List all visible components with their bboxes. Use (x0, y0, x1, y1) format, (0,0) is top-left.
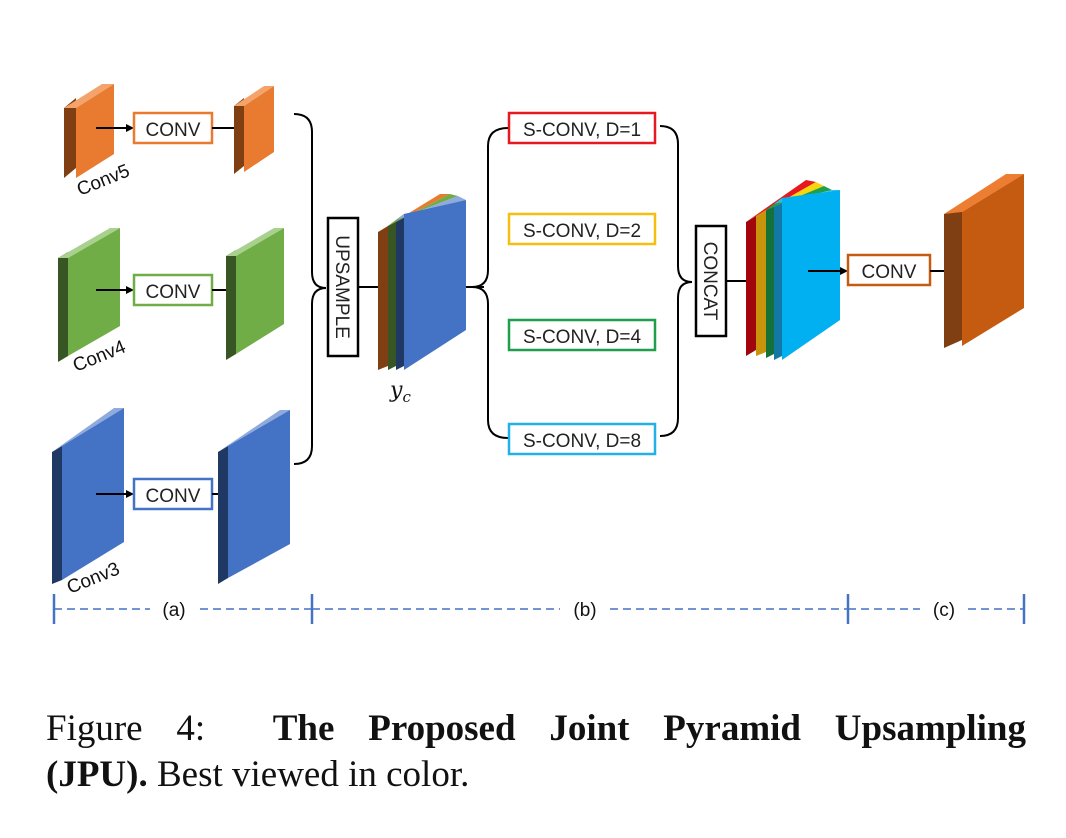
conv5-conv-box (132, 111, 214, 145)
caption-line-1: Figure 4: The Proposed Joint Pyramid Ups… (46, 706, 1026, 752)
caption-line-2: (JPU). Best viewed in color. (46, 752, 1026, 798)
conv4-conv-box (132, 273, 214, 307)
concat-box (694, 224, 728, 338)
output-arrowhead (840, 267, 848, 275)
output-conv-label: CONV (862, 262, 917, 283)
output-conv-box (846, 253, 932, 287)
caption-note: Best viewed in color. (156, 754, 470, 795)
merge-brace (293, 113, 327, 465)
caption-title-abbrev: (JPU). (46, 754, 148, 795)
conv5-input-block (64, 84, 114, 178)
conv3-arrowhead (126, 490, 134, 498)
jpu-diagram: CONV Conv5 CONV Conv4 CONV Conv3 U (52, 84, 1026, 624)
conv3-output-block (218, 410, 290, 584)
section-a-label: (a) (162, 600, 185, 621)
conv5-conv-label: CONV (146, 120, 201, 141)
upsample-label: UPSAMPLE (331, 235, 352, 338)
figure-caption: Figure 4: The Proposed Joint Pyramid Ups… (46, 706, 1026, 798)
yc-feature-stack (378, 194, 466, 370)
sconv-d8-box (507, 422, 657, 456)
sconv-d2-box (507, 212, 657, 246)
caption-prefix: Figure 4: (46, 708, 206, 749)
sconv-d8-label: S-CONV, D=8 (523, 431, 641, 452)
conv5-output-block (234, 86, 274, 174)
concat-label: CONCAT (699, 242, 720, 321)
conv3-conv-label: CONV (146, 486, 201, 507)
conv4-output-block (226, 228, 284, 360)
concat-brace (659, 125, 693, 437)
concat-feature-stack (746, 180, 840, 360)
section-timeline (52, 594, 1026, 624)
sconv-d4-box (507, 318, 657, 352)
yc-label: yc (389, 378, 411, 406)
conv4-conv-label: CONV (146, 282, 201, 303)
conv4-arrowhead (126, 286, 134, 294)
section-b-label: (b) (573, 600, 596, 621)
conv3-input-block (52, 408, 124, 584)
caption-title: The Proposed Joint Pyramid Upsampling (272, 708, 1027, 749)
sconv-d1-label: S-CONV, D=1 (523, 120, 641, 141)
split-brace (471, 127, 509, 439)
sconv-d2-label: S-CONV, D=2 (523, 221, 641, 242)
section-c-label: (c) (933, 600, 955, 621)
output-block (944, 174, 1024, 348)
sconv-d1-box (507, 111, 657, 145)
conv5-arrowhead (126, 124, 134, 132)
conv4-input-block (58, 228, 120, 362)
sconv-d4-label: S-CONV, D=4 (523, 327, 642, 348)
